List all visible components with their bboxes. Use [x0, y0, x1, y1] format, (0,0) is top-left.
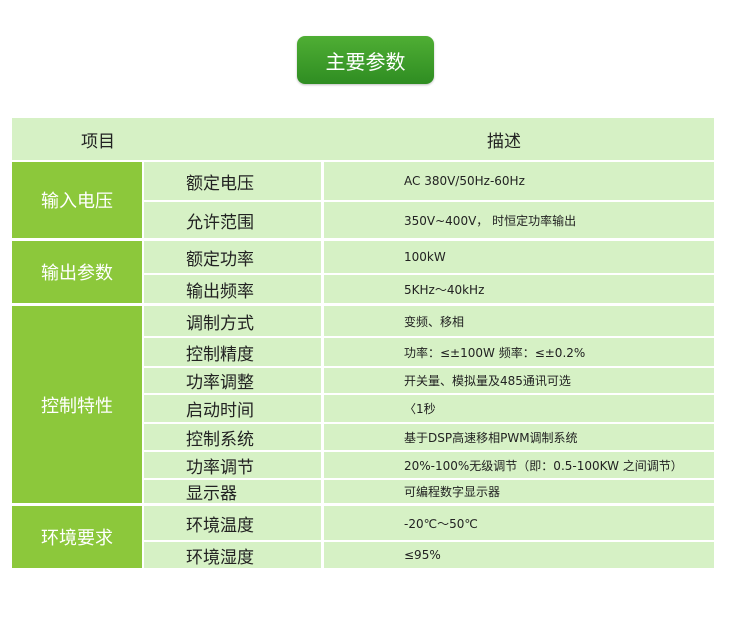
group-label: 输出参数 [12, 241, 142, 303]
param-name: 显示器 [144, 480, 321, 504]
param-name: 额定电压 [144, 162, 321, 200]
param-desc: 20%-100%无级调节（即：0.5-100KW 之间调节） [324, 452, 714, 478]
param-desc: 5KHz～40kHz [324, 275, 714, 303]
param-desc: -20℃～50℃ [324, 506, 714, 540]
param-desc: 基于DSP高速移相PWM调制系统 [324, 424, 714, 450]
param-desc: 可编程数字显示器 [324, 480, 714, 503]
group-label: 控制特性 [12, 306, 142, 503]
param-name: 允许范围 [144, 202, 321, 238]
param-name: 环境湿度 [144, 542, 321, 568]
param-name: 额定功率 [144, 241, 321, 273]
param-name: 控制精度 [144, 338, 321, 366]
param-name: 启动时间 [144, 395, 321, 422]
param-desc: ≤95% [324, 542, 714, 568]
param-name: 调制方式 [144, 306, 321, 336]
main-params-title-button[interactable]: 主要参数 [297, 36, 434, 84]
param-desc: 功率：≤±100W 频率：≤±0.2% [324, 338, 714, 366]
param-desc: 〈1秒 [324, 395, 714, 422]
param-name: 输出频率 [144, 275, 321, 303]
group-label: 环境要求 [12, 506, 142, 568]
param-desc: 变频、移相 [324, 306, 714, 336]
param-desc: 100kW [324, 241, 714, 273]
param-name: 功率调节 [144, 452, 321, 478]
param-desc: 开关量、模拟量及485通讯可选 [324, 368, 714, 393]
group-label: 输入电压 [12, 162, 142, 238]
header-item: 项目 [12, 118, 144, 160]
header-desc: 描述 [144, 118, 714, 160]
param-desc: 350V~400V， 时恒定功率输出 [324, 202, 714, 238]
param-name: 环境温度 [144, 506, 321, 540]
param-name: 功率调整 [144, 368, 321, 393]
param-name: 控制系统 [144, 424, 321, 450]
param-desc: AC 380V/50Hz-60Hz [324, 162, 714, 200]
